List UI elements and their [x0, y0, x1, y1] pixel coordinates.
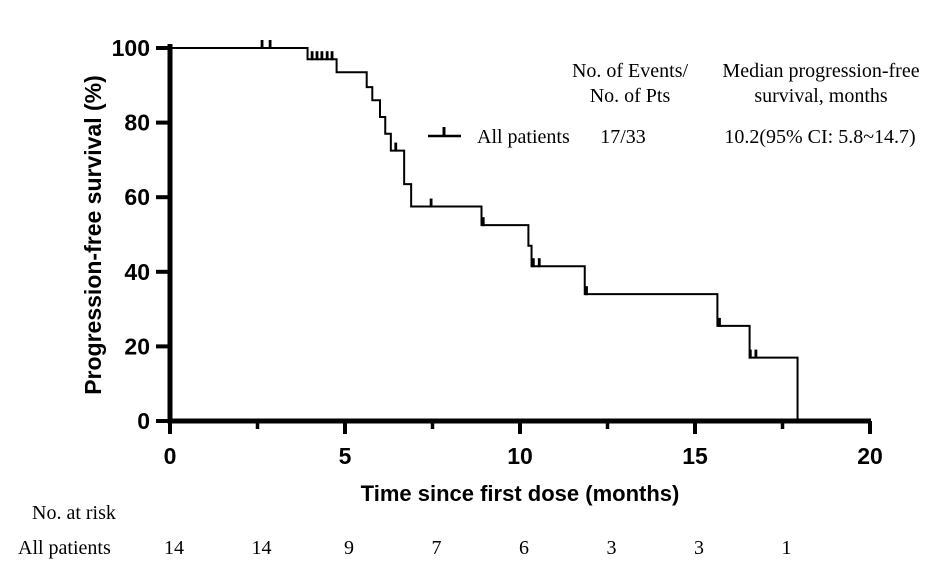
y-tick-label: 80: [124, 110, 150, 136]
risk-count: 1: [781, 537, 792, 559]
risk-count: 3: [606, 537, 617, 559]
events-header-line1: No. of Events/: [571, 60, 689, 82]
risk-table-title: No. at risk: [32, 502, 116, 524]
x-axis-title: Time since first dose (months): [360, 481, 680, 506]
x-tick-label: 0: [164, 443, 177, 469]
risk-count: 7: [431, 537, 442, 559]
risk-count: 14: [164, 537, 184, 559]
y-tick-label: 0: [137, 408, 150, 434]
risk-row-label: All patients: [18, 537, 111, 559]
events-header-line2: No. of Pts: [589, 85, 671, 107]
median-survival-value: 10.2(95% CI: 5.8~14.7): [724, 126, 916, 148]
median-header-line1: Median progression-free: [722, 60, 920, 82]
km-curve-all-patients: [170, 47, 799, 421]
median-header-line2: survival, months: [754, 85, 888, 107]
y-tick-label: 60: [124, 184, 150, 210]
risk-count: 9: [344, 537, 354, 559]
x-tick-label: 5: [339, 443, 352, 469]
x-tick-label: 10: [507, 443, 533, 469]
y-tick-label: 40: [124, 259, 150, 285]
median-column-header: Median progression-free survival, months: [690, 59, 931, 109]
y-tick-label: 20: [124, 333, 150, 359]
risk-count: 3: [694, 537, 704, 559]
events-column-header: No. of Events/ No. of Pts: [550, 59, 710, 109]
risk-count: 6: [519, 537, 529, 559]
events-value: 17/33: [600, 126, 646, 148]
risk-count: 14: [251, 537, 272, 559]
x-tick-label: 20: [857, 443, 883, 469]
y-tick-label: 100: [112, 35, 150, 61]
legend-series-label: All patients: [477, 126, 570, 148]
y-axis-title: Progression-free survival (%): [80, 75, 106, 395]
x-tick-label: 15: [682, 443, 708, 469]
